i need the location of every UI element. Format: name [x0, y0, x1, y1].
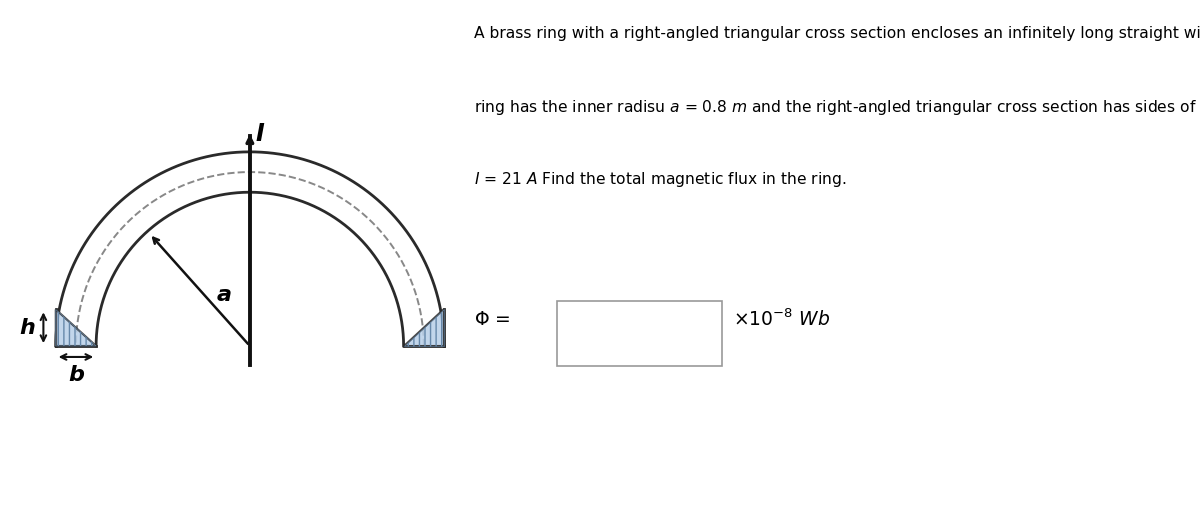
Polygon shape	[55, 310, 96, 346]
Text: $\times 10^{-8}$ $Wb$: $\times 10^{-8}$ $Wb$	[733, 308, 830, 330]
Polygon shape	[403, 310, 444, 346]
Text: b: b	[68, 365, 84, 385]
Text: I: I	[256, 122, 264, 146]
Text: $\Phi$ =: $\Phi$ =	[474, 310, 510, 329]
Text: A brass ring with a right-angled triangular cross section encloses an infinitely: A brass ring with a right-angled triangu…	[474, 26, 1200, 41]
FancyBboxPatch shape	[557, 301, 722, 366]
Text: h: h	[19, 318, 35, 338]
Text: a: a	[217, 285, 232, 305]
Text: ring has the inner radisu $a$ = 0.8 $m$ and the right-angled triangular cross se: ring has the inner radisu $a$ = 0.8 $m$ …	[474, 98, 1200, 117]
Text: $I$ = 21 $A$ Find the total magnetic flux in the ring.: $I$ = 21 $A$ Find the total magnetic flu…	[474, 170, 846, 189]
